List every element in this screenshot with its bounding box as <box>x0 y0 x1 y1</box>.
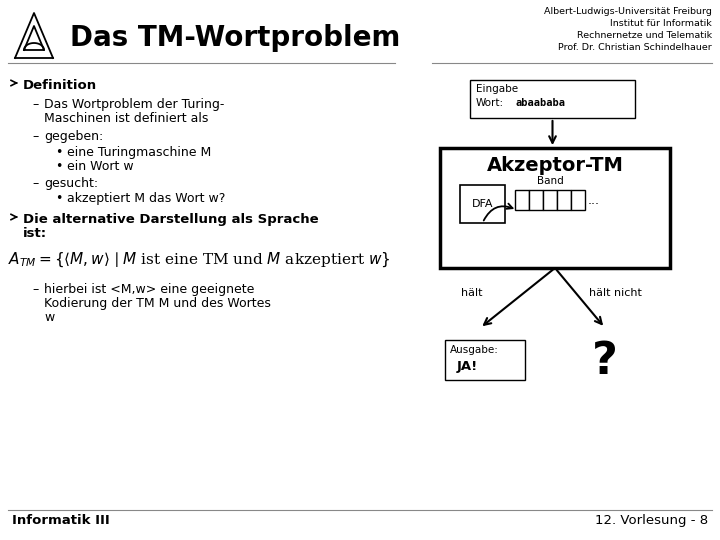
FancyBboxPatch shape <box>515 190 529 210</box>
FancyBboxPatch shape <box>445 340 525 380</box>
Text: Ausgabe:: Ausgabe: <box>450 345 499 355</box>
Text: hält nicht: hält nicht <box>588 288 642 298</box>
Text: hält: hält <box>462 288 482 298</box>
Text: $A_{TM} = \{\langle M, w\rangle \mid M$ ist eine TM und $M$ akzeptiert $w\}$: $A_{TM} = \{\langle M, w\rangle \mid M$ … <box>8 251 391 269</box>
Text: ist:: ist: <box>23 227 47 240</box>
FancyBboxPatch shape <box>571 190 585 210</box>
Text: •: • <box>55 146 63 159</box>
Text: 12. Vorlesung - 8: 12. Vorlesung - 8 <box>595 514 708 527</box>
Text: Informatik III: Informatik III <box>12 514 109 527</box>
Text: Rechnernetze und Telematik: Rechnernetze und Telematik <box>577 31 712 40</box>
Text: ?: ? <box>592 341 618 383</box>
Text: ein Wort w: ein Wort w <box>67 160 134 173</box>
Text: –: – <box>32 130 38 143</box>
FancyBboxPatch shape <box>440 148 670 268</box>
Text: Eingabe: Eingabe <box>476 84 518 94</box>
FancyBboxPatch shape <box>529 190 543 210</box>
Text: JA!: JA! <box>457 360 478 373</box>
Text: akzeptiert M das Wort w?: akzeptiert M das Wort w? <box>67 192 225 205</box>
Text: w: w <box>44 311 54 324</box>
Text: Albert-Ludwigs-Universität Freiburg: Albert-Ludwigs-Universität Freiburg <box>544 7 712 16</box>
Text: Prof. Dr. Christian Schindelhauer: Prof. Dr. Christian Schindelhauer <box>558 43 712 52</box>
Text: –: – <box>32 283 38 296</box>
Text: abaababa: abaababa <box>515 98 565 108</box>
FancyBboxPatch shape <box>460 185 505 223</box>
Text: –: – <box>32 177 38 190</box>
Text: DFA: DFA <box>472 199 493 209</box>
Text: ...: ... <box>588 193 600 206</box>
Text: –: – <box>32 98 38 111</box>
Text: Kodierung der TM M und des Wortes: Kodierung der TM M und des Wortes <box>44 297 271 310</box>
Text: Das TM-Wortproblem: Das TM-Wortproblem <box>70 24 400 52</box>
Text: Die alternative Darstellung als Sprache: Die alternative Darstellung als Sprache <box>23 213 319 226</box>
FancyBboxPatch shape <box>557 190 571 210</box>
Text: •: • <box>55 160 63 173</box>
Text: Akzeptor-TM: Akzeptor-TM <box>487 156 624 175</box>
Text: Institut für Informatik: Institut für Informatik <box>611 19 712 28</box>
Text: gegeben:: gegeben: <box>44 130 103 143</box>
Text: Das Wortproblem der Turing-: Das Wortproblem der Turing- <box>44 98 225 111</box>
Text: eine Turingmaschine M: eine Turingmaschine M <box>67 146 211 159</box>
Text: gesucht:: gesucht: <box>44 177 98 190</box>
Text: hierbei ist <M,w> eine geeignete: hierbei ist <M,w> eine geeignete <box>44 283 254 296</box>
Text: •: • <box>55 192 63 205</box>
FancyBboxPatch shape <box>470 80 635 118</box>
FancyBboxPatch shape <box>543 190 557 210</box>
Text: Band: Band <box>536 176 563 186</box>
Text: Maschinen ist definiert als: Maschinen ist definiert als <box>44 112 208 125</box>
Text: Wort:: Wort: <box>476 98 504 108</box>
Text: Definition: Definition <box>23 79 97 92</box>
